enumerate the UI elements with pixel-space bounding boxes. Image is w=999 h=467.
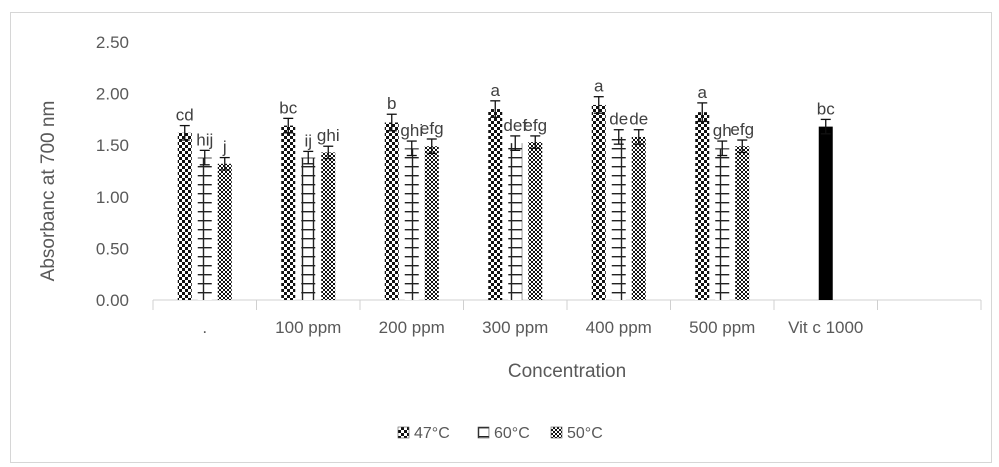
x-axis-categories: . 100 ppm 200 ppm 300 ppm 400 ppm 500 ppm Vit … (202, 318, 863, 337)
bar (281, 125, 296, 300)
bar (424, 146, 439, 300)
significance-label: j (222, 138, 227, 157)
significance-label: bc (817, 99, 835, 118)
bar (217, 163, 232, 300)
y-tick-label: 0.00 (96, 291, 129, 310)
bar (611, 136, 626, 300)
x-category-label: 400 ppm (586, 318, 652, 337)
legend-swatch (397, 426, 410, 439)
legend-swatch (550, 426, 563, 439)
bar (591, 104, 606, 301)
significance-label: ghi (317, 126, 340, 145)
significance-label: a (594, 77, 604, 96)
x-category-label: 200 ppm (379, 318, 445, 337)
significance-label: bc (279, 98, 297, 117)
x-axis-title: Concentration (508, 361, 626, 382)
bar (301, 157, 316, 300)
y-tick-label: 2.50 (96, 33, 129, 52)
significance-label: de (629, 110, 648, 129)
bar (695, 112, 710, 301)
chart-area: Absorbanc at 700 nm Concentration 0.00 0.… (10, 12, 992, 463)
legend: 47°C 60°C 50°C (397, 425, 603, 442)
y-tick-label: 1.00 (96, 188, 129, 207)
x-category-label: 500 ppm (689, 318, 755, 337)
significance-label: efg (420, 119, 444, 138)
significance-label: de (609, 110, 628, 129)
y-tick-label: 2.00 (96, 85, 129, 104)
significance-label: a (698, 83, 708, 102)
bar (715, 148, 730, 300)
legend-label: 60°C (494, 425, 530, 442)
significance-label: ghi (400, 121, 423, 140)
x-category-label: 300 ppm (482, 318, 548, 337)
significance-label: b (387, 94, 396, 113)
significance-label: a (491, 81, 501, 100)
bar-chart: Absorbanc at 700 nm Concentration 0.00 0.… (38, 33, 982, 442)
significance-label: ij (304, 131, 312, 150)
significance-label: gh (713, 121, 732, 140)
significance-label: cd (176, 106, 194, 125)
bar (384, 122, 399, 300)
y-tick-label: 0.50 (96, 239, 129, 258)
significance-label: hij (196, 130, 213, 149)
bar (631, 136, 646, 300)
legend-swatch (477, 426, 490, 439)
bar (321, 152, 336, 300)
legend-label: 47°C (414, 425, 450, 442)
y-axis-title: Absorbanc at 700 nm (38, 101, 59, 282)
bar (488, 109, 503, 300)
bar (508, 143, 523, 300)
significance-label: efg (523, 116, 547, 135)
bar (528, 142, 543, 300)
bar (404, 148, 419, 300)
x-category-label: 100 ppm (275, 318, 341, 337)
significance-label: efg (730, 120, 754, 139)
x-category-label: Vit c 1000 (788, 318, 863, 337)
x-category-label: . (202, 318, 207, 337)
bar (735, 146, 750, 300)
bar (197, 157, 212, 300)
significance-label: def (503, 116, 527, 135)
y-tick-label: 1.50 (96, 136, 129, 155)
legend-label: 50°C (567, 425, 603, 442)
bar (818, 126, 833, 301)
bar (177, 132, 192, 300)
